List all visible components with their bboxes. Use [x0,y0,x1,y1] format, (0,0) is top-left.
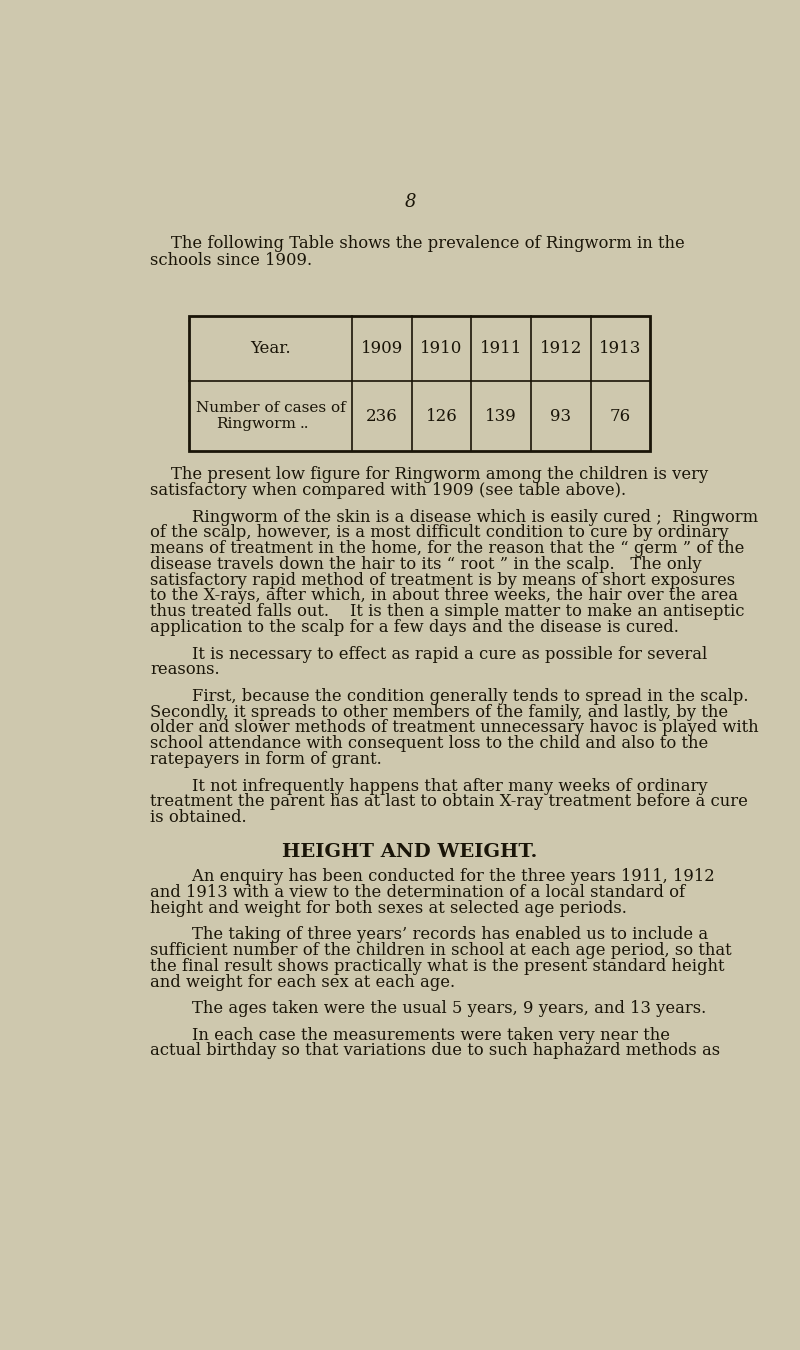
Text: schools since 1909.: schools since 1909. [150,252,313,270]
Text: First, because the condition generally tends to spread in the scalp.: First, because the condition generally t… [150,688,749,705]
Text: Ringworm of the skin is a disease which is easily cured ;  Ringworm: Ringworm of the skin is a disease which … [150,509,758,525]
Text: Ringworm: Ringworm [217,417,297,431]
Text: 236: 236 [366,408,398,425]
Text: 1910: 1910 [420,340,462,358]
Text: Number of cases of: Number of cases of [196,401,346,416]
Text: thus treated falls out.    It is then a simple matter to make an antiseptic: thus treated falls out. It is then a sim… [150,603,745,620]
Text: ..: .. [300,417,310,431]
Text: satisfactory rapid method of treatment is by means of short exposures: satisfactory rapid method of treatment i… [150,571,735,589]
Text: ratepayers in form of grant.: ratepayers in form of grant. [150,751,382,768]
Text: It is necessary to effect as rapid a cure as possible for several: It is necessary to effect as rapid a cur… [150,645,708,663]
Text: 1913: 1913 [599,340,642,358]
Text: sufficient number of the children in school at each age period, so that: sufficient number of the children in sch… [150,942,732,958]
Text: actual birthday so that variations due to such haphazard methods as: actual birthday so that variations due t… [150,1042,721,1060]
Text: satisfactory when compared with 1909 (see table above).: satisfactory when compared with 1909 (se… [150,482,626,500]
Text: The present low figure for Ringworm among the children is very: The present low figure for Ringworm amon… [150,466,709,483]
Text: the final result shows practically what is the present standard height: the final result shows practically what … [150,957,725,975]
Text: 93: 93 [550,408,571,425]
Text: reasons.: reasons. [150,662,220,678]
Text: The taking of three years’ records has enabled us to include a: The taking of three years’ records has e… [150,926,709,944]
Text: 8: 8 [404,193,416,211]
Text: 76: 76 [610,408,631,425]
Text: height and weight for both sexes at selected age periods.: height and weight for both sexes at sele… [150,899,627,917]
Text: application to the scalp for a few days and the disease is cured.: application to the scalp for a few days … [150,620,679,636]
Text: It not infrequently happens that after many weeks of ordinary: It not infrequently happens that after m… [150,778,708,795]
Text: An enquiry has been conducted for the three years 1911, 1912: An enquiry has been conducted for the th… [150,868,715,886]
Text: is obtained.: is obtained. [150,809,247,826]
Text: The ages taken were the usual 5 years, 9 years, and 13 years.: The ages taken were the usual 5 years, 9… [150,1000,706,1017]
Text: and 1913 with a view to the determination of a local standard of: and 1913 with a view to the determinatio… [150,884,686,900]
Text: school attendance with consequent loss to the child and also to the: school attendance with consequent loss t… [150,736,709,752]
Text: In each case the measurements were taken very near the: In each case the measurements were taken… [150,1027,670,1044]
Text: of the scalp, however, is a most difficult condition to cure by ordinary: of the scalp, however, is a most difficu… [150,524,729,541]
Bar [189,316,650,451]
Text: 1911: 1911 [480,340,522,358]
Text: Year.: Year. [250,340,291,358]
Text: older and slower methods of treatment unnecessary havoc is played with: older and slower methods of treatment un… [150,720,759,737]
Text: and weight for each sex at each age.: and weight for each sex at each age. [150,973,455,991]
Text: 1912: 1912 [539,340,582,358]
Text: 126: 126 [426,408,458,425]
Text: 1909: 1909 [361,340,403,358]
Text: HEIGHT AND WEIGHT.: HEIGHT AND WEIGHT. [282,844,538,861]
Text: The following Table shows the prevalence of Ringworm in the: The following Table shows the prevalence… [150,235,685,252]
Text: means of treatment in the home, for the reason that the “ germ ” of the: means of treatment in the home, for the … [150,540,745,558]
Text: 139: 139 [485,408,517,425]
Text: disease travels down the hair to its “ root ” in the scalp.   The only: disease travels down the hair to its “ r… [150,556,702,572]
Text: treatment the parent has at last to obtain X-ray treatment before a cure: treatment the parent has at last to obta… [150,794,748,810]
Text: to the X-rays, after which, in about three weeks, the hair over the area: to the X-rays, after which, in about thr… [150,587,738,605]
Text: Secondly, it spreads to other members of the family, and lastly, by the: Secondly, it spreads to other members of… [150,703,729,721]
